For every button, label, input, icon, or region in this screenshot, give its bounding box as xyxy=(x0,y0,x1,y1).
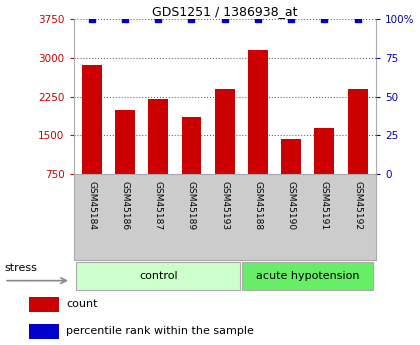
Text: GSM45192: GSM45192 xyxy=(353,181,362,230)
Text: stress: stress xyxy=(4,263,37,273)
Bar xyxy=(148,99,168,213)
Bar xyxy=(76,262,240,290)
Bar xyxy=(242,262,373,290)
Point xyxy=(354,16,361,22)
Point xyxy=(188,16,195,22)
Bar xyxy=(29,297,59,312)
Point xyxy=(255,16,261,22)
Bar xyxy=(115,110,135,213)
Text: GSM45190: GSM45190 xyxy=(287,181,296,230)
Text: GSM45184: GSM45184 xyxy=(87,181,96,230)
Text: percentile rank within the sample: percentile rank within the sample xyxy=(66,326,254,336)
Point xyxy=(155,16,162,22)
Point xyxy=(288,16,294,22)
Text: acute hypotension: acute hypotension xyxy=(256,271,360,281)
Point xyxy=(221,16,228,22)
Bar xyxy=(315,128,334,213)
Bar xyxy=(348,89,368,213)
Bar xyxy=(29,324,59,338)
Text: count: count xyxy=(66,299,98,309)
Point xyxy=(89,16,95,22)
Text: GSM45191: GSM45191 xyxy=(320,181,329,230)
Text: GSM45188: GSM45188 xyxy=(253,181,262,230)
Bar xyxy=(82,65,102,213)
Bar xyxy=(248,50,268,213)
Point xyxy=(321,16,328,22)
Point xyxy=(122,16,129,22)
Text: control: control xyxy=(139,271,178,281)
Text: GSM45193: GSM45193 xyxy=(220,181,229,230)
Text: GSM45189: GSM45189 xyxy=(187,181,196,230)
Bar xyxy=(215,89,235,213)
Bar xyxy=(181,117,202,213)
Bar xyxy=(281,139,301,213)
Text: GSM45187: GSM45187 xyxy=(154,181,163,230)
Title: GDS1251 / 1386938_at: GDS1251 / 1386938_at xyxy=(152,5,297,18)
Text: GSM45186: GSM45186 xyxy=(121,181,129,230)
